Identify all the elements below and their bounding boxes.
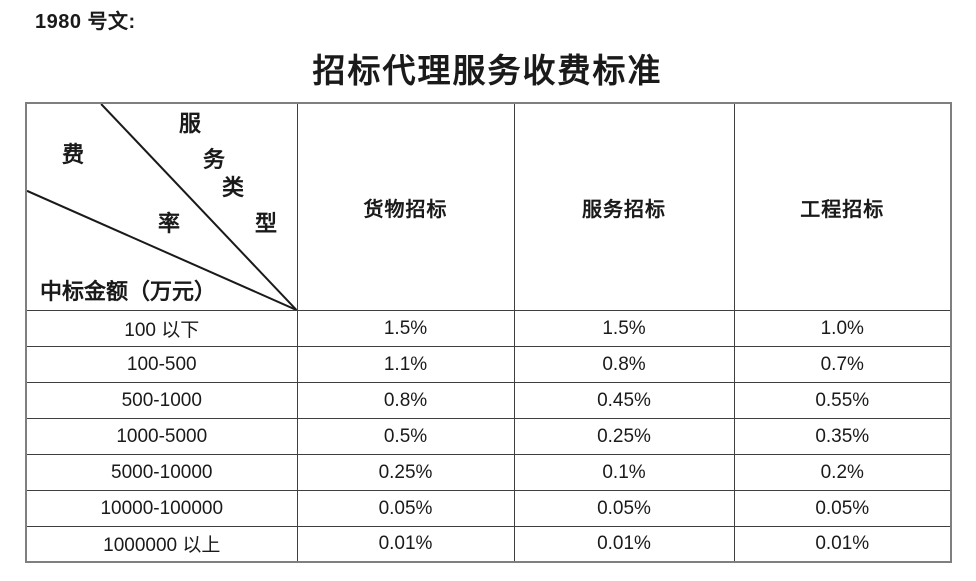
fee-cell: 0.7% bbox=[733, 346, 952, 383]
fee-cell: 0.8% bbox=[513, 346, 735, 383]
row-label: 100 以下 bbox=[25, 310, 298, 347]
fee-cell: 0.01% bbox=[733, 526, 952, 562]
column-header-works: 工程招标 bbox=[733, 102, 952, 311]
fee-cell: 0.05% bbox=[296, 490, 515, 527]
fee-cell: 0.1% bbox=[513, 454, 735, 491]
fee-cell: 0.55% bbox=[733, 382, 952, 419]
fee-cell: 1.5% bbox=[513, 310, 735, 347]
corner-char-service-1: 服 bbox=[179, 111, 202, 136]
column-header-services: 服务招标 bbox=[513, 102, 735, 311]
fee-cell: 0.05% bbox=[733, 490, 952, 527]
table-row: 100 以下 1.5% 1.5% 1.0% bbox=[25, 310, 952, 347]
table-row: 1000000 以上 0.01% 0.01% 0.01% bbox=[25, 526, 952, 562]
header-row: 服 务 类 型 费 率 中标金额（万元） 货物招标 服务招标 工程招标 bbox=[25, 102, 952, 311]
fee-standard-table: 服 务 类 型 费 率 中标金额（万元） 货物招标 服务招标 工程招标 100 … bbox=[25, 102, 952, 563]
corner-char-service-4: 型 bbox=[255, 211, 278, 236]
fee-cell: 0.01% bbox=[296, 526, 515, 562]
diagonal-header-cell: 服 务 类 型 费 率 中标金额（万元） bbox=[25, 102, 298, 311]
row-label: 1000-5000 bbox=[25, 418, 298, 455]
row-label: 10000-100000 bbox=[25, 490, 298, 527]
corner-char-service-3: 类 bbox=[222, 175, 245, 200]
diagonal-lines bbox=[27, 104, 296, 310]
fee-cell: 0.35% bbox=[733, 418, 952, 455]
row-label: 1000000 以上 bbox=[25, 526, 298, 562]
fee-cell: 0.01% bbox=[513, 526, 735, 562]
doc-reference: 1980 号文: bbox=[35, 11, 136, 33]
table-row: 5000-10000 0.25% 0.1% 0.2% bbox=[25, 454, 952, 491]
fee-cell: 0.25% bbox=[513, 418, 735, 455]
fee-cell: 0.5% bbox=[296, 418, 515, 455]
fee-cell: 0.25% bbox=[296, 454, 515, 491]
table-row: 500-1000 0.8% 0.45% 0.55% bbox=[25, 382, 952, 419]
fee-cell: 1.1% bbox=[296, 346, 515, 383]
corner-char-service-2: 务 bbox=[203, 147, 226, 172]
row-label: 5000-10000 bbox=[25, 454, 298, 491]
row-label: 100-500 bbox=[25, 346, 298, 383]
page-title: 招标代理服务收费标准 bbox=[312, 54, 663, 90]
table-row: 1000-5000 0.5% 0.25% 0.35% bbox=[25, 418, 952, 455]
fee-cell: 0.2% bbox=[733, 454, 952, 491]
fee-cell: 0.05% bbox=[513, 490, 735, 527]
row-label: 500-1000 bbox=[25, 382, 298, 419]
column-header-goods: 货物招标 bbox=[296, 102, 515, 311]
row-axis-label: 中标金额（万元） bbox=[40, 279, 217, 304]
corner-char-rate-2: 率 bbox=[158, 211, 181, 236]
fee-cell: 1.5% bbox=[296, 310, 515, 347]
corner-char-rate-1: 费 bbox=[62, 142, 85, 167]
table-row: 100-500 1.1% 0.8% 0.7% bbox=[25, 346, 952, 383]
fee-cell: 0.45% bbox=[513, 382, 735, 419]
fee-cell: 1.0% bbox=[733, 310, 952, 347]
table-row: 10000-100000 0.05% 0.05% 0.05% bbox=[25, 490, 952, 527]
fee-cell: 0.8% bbox=[296, 382, 515, 419]
